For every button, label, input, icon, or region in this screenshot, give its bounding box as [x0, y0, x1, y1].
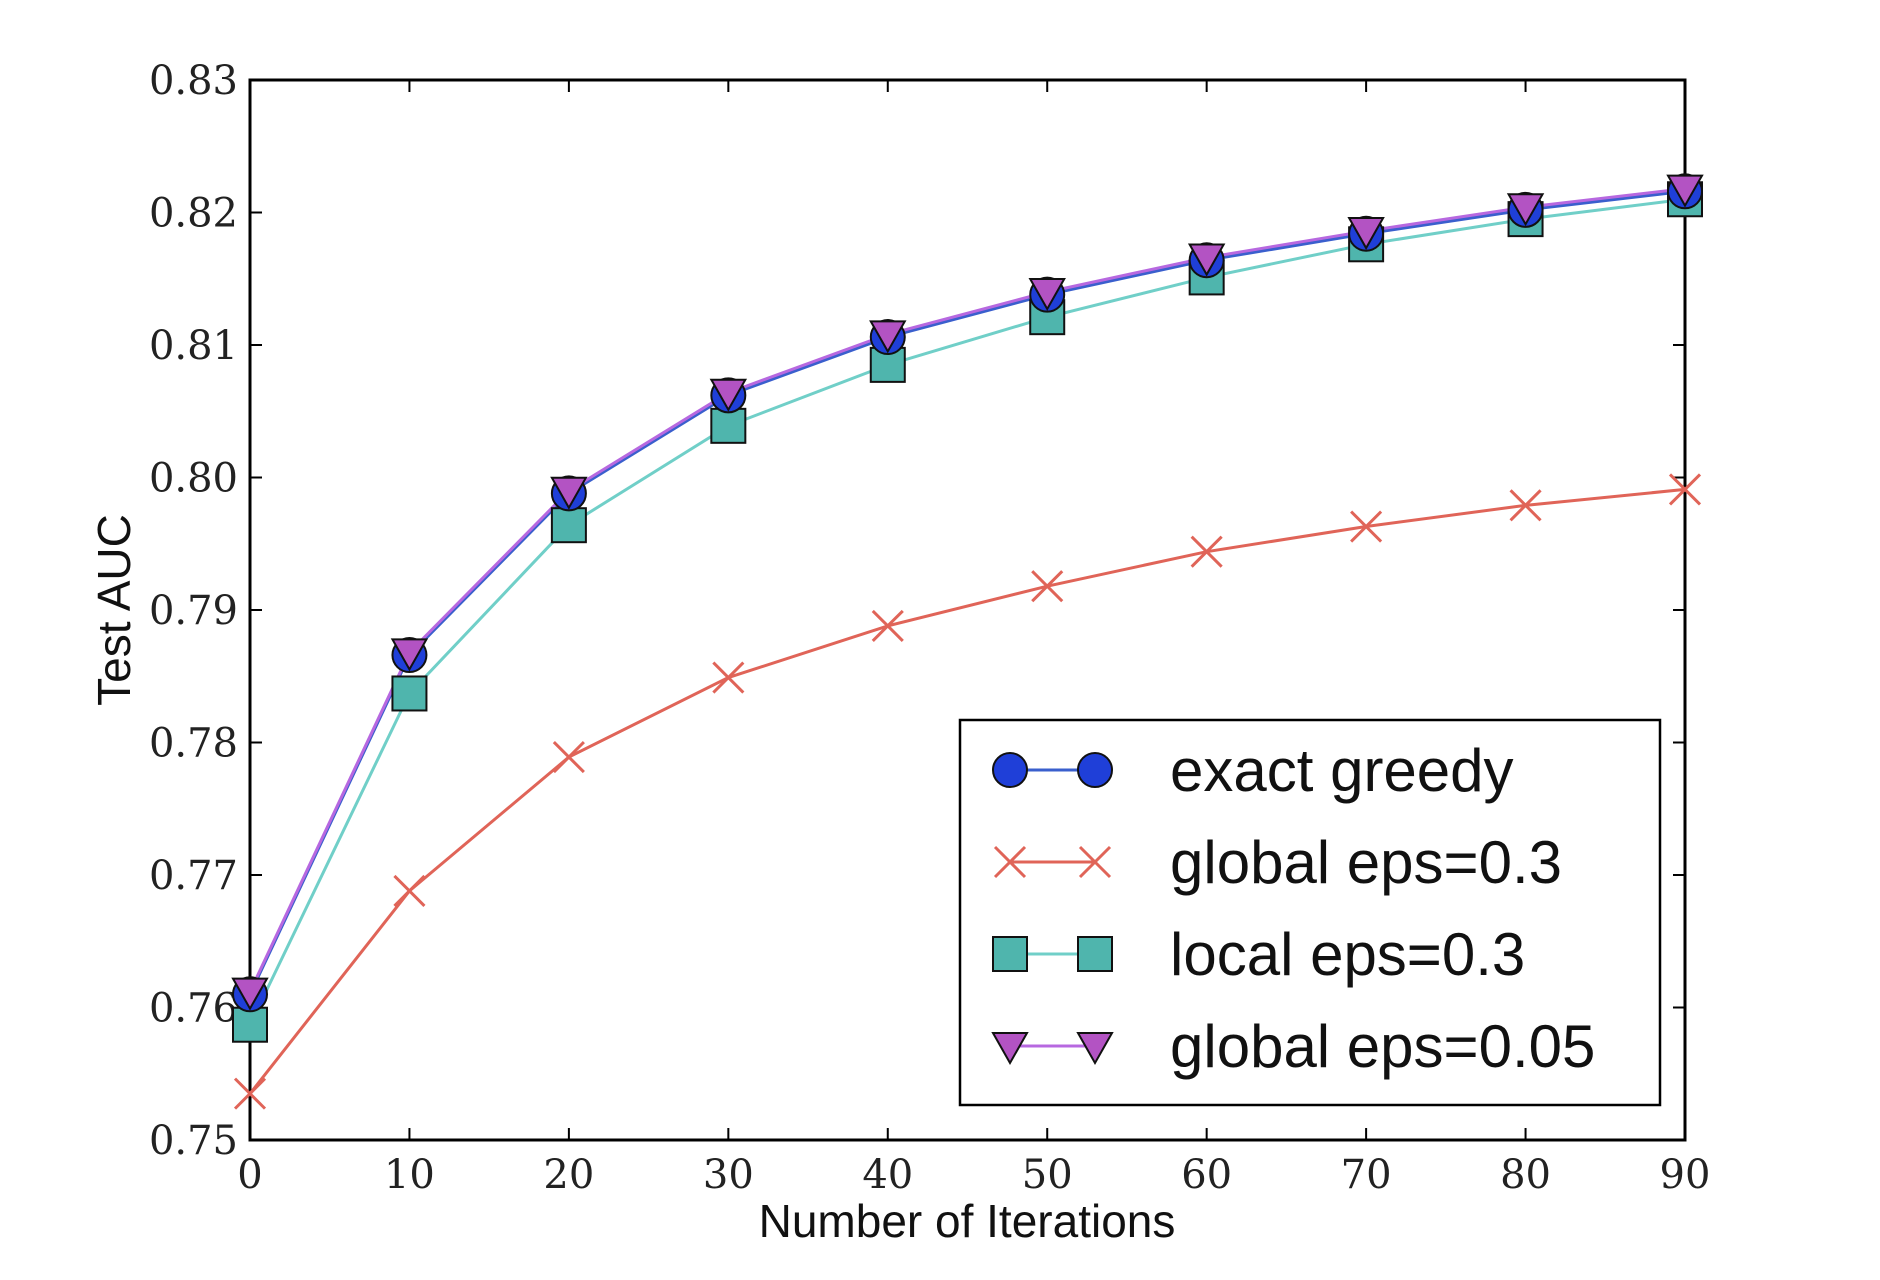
x-marker-stroke — [393, 874, 426, 907]
y-tick-label: 0.83 — [149, 58, 238, 104]
x-marker-stroke — [1078, 845, 1112, 879]
triangle-down-marker — [991, 1032, 1029, 1066]
x-marker — [712, 661, 745, 694]
square-marker — [1077, 936, 1113, 972]
series-2 — [248, 197, 1686, 1026]
series-markers-2 — [232, 181, 1703, 1043]
y-tick-label: 0.77 — [149, 853, 238, 899]
y-tick-label: 0.76 — [149, 986, 238, 1032]
square-marker — [232, 1006, 268, 1043]
ticks: 0 10 20 30 40 50 60 70 80 90 0.75 0.76 0.77 0.78 0.79 0… — [149, 58, 1711, 1198]
x-marker — [1509, 489, 1542, 522]
y-tick-label: 0.78 — [149, 721, 238, 767]
series-line — [248, 197, 1686, 1026]
series-line — [248, 187, 1686, 993]
legend-label: global eps=0.3 — [1170, 829, 1562, 896]
triangle-down-marker — [390, 638, 429, 672]
triangle-down-marker — [1187, 243, 1226, 277]
x-marker — [1190, 535, 1223, 568]
x-axis-label: Number of Iterations — [759, 1195, 1176, 1247]
legend-box — [958, 718, 1662, 1107]
square-marker — [550, 507, 587, 544]
y-tick-label: 0.75 — [149, 1118, 238, 1164]
x-marker-stroke — [993, 845, 1027, 879]
x-marker-stroke — [1350, 510, 1383, 543]
x-marker — [1078, 845, 1112, 879]
x-tick-label: 40 — [862, 1152, 913, 1198]
y-tick-label: 0.81 — [149, 323, 238, 369]
x-marker-stroke — [552, 741, 585, 774]
triangle-down-marker — [869, 320, 907, 354]
triangle-down-marker — [550, 476, 588, 510]
x-marker — [393, 874, 426, 907]
series-0 — [248, 189, 1686, 995]
y-tick-label: 0.79 — [149, 588, 238, 634]
legend-label: global eps=0.05 — [1170, 1013, 1595, 1080]
x-tick-label: 50 — [1022, 1152, 1073, 1198]
triangle-down-marker — [1506, 193, 1545, 227]
x-marker — [552, 741, 585, 774]
square-marker — [710, 407, 747, 444]
series-markers-3 — [231, 174, 1704, 1011]
x-tick-label: 30 — [703, 1152, 754, 1198]
x-tick-label: 90 — [1660, 1152, 1711, 1198]
x-marker-stroke — [233, 1077, 267, 1110]
triangle-down-marker — [1666, 174, 1704, 208]
x-tick-label: 70 — [1341, 1152, 1392, 1198]
triangle-down-marker — [1347, 217, 1385, 251]
y-axis-label: Test AUC — [88, 514, 140, 706]
legend: exact greedy global eps=0.3 local eps=0.3 g… — [958, 718, 1662, 1107]
triangle-down-marker — [1028, 278, 1066, 312]
x-tick-label: 20 — [543, 1152, 594, 1198]
square-marker — [992, 936, 1028, 972]
y-tick-label: 0.80 — [149, 456, 238, 502]
legend-label: local eps=0.3 — [1170, 921, 1525, 988]
x-tick-label: 60 — [1181, 1152, 1232, 1198]
circle-marker — [992, 752, 1028, 788]
series-line — [248, 189, 1686, 995]
x-tick-label: 0 — [237, 1152, 262, 1198]
series-3 — [248, 187, 1686, 993]
series-markers-1 — [233, 473, 1702, 1110]
x-tick-label: 80 — [1500, 1152, 1551, 1198]
x-tick-label: 10 — [384, 1152, 435, 1198]
circle-marker — [1077, 752, 1113, 788]
x-marker — [1668, 473, 1702, 506]
x-marker-stroke — [871, 609, 904, 642]
x-marker — [1350, 510, 1383, 543]
square-marker — [391, 675, 428, 712]
triangle-down-marker — [1076, 1032, 1114, 1066]
x-marker-stroke — [1190, 535, 1223, 568]
y-tick-label: 0.82 — [149, 191, 238, 237]
series-line — [248, 487, 1686, 1095]
x-marker — [871, 609, 904, 642]
triangle-down-marker — [231, 977, 269, 1011]
x-marker — [993, 845, 1027, 879]
series-layer — [231, 173, 1704, 1110]
x-marker-stroke — [1031, 570, 1064, 603]
x-marker — [1031, 570, 1064, 603]
x-marker-stroke — [1509, 489, 1542, 522]
x-marker-stroke — [712, 661, 745, 694]
triangle-down-marker — [709, 378, 748, 412]
x-marker-stroke — [1668, 473, 1702, 506]
series-1 — [248, 487, 1686, 1095]
x-marker — [233, 1077, 267, 1110]
legend-label: exact greedy — [1170, 737, 1514, 804]
